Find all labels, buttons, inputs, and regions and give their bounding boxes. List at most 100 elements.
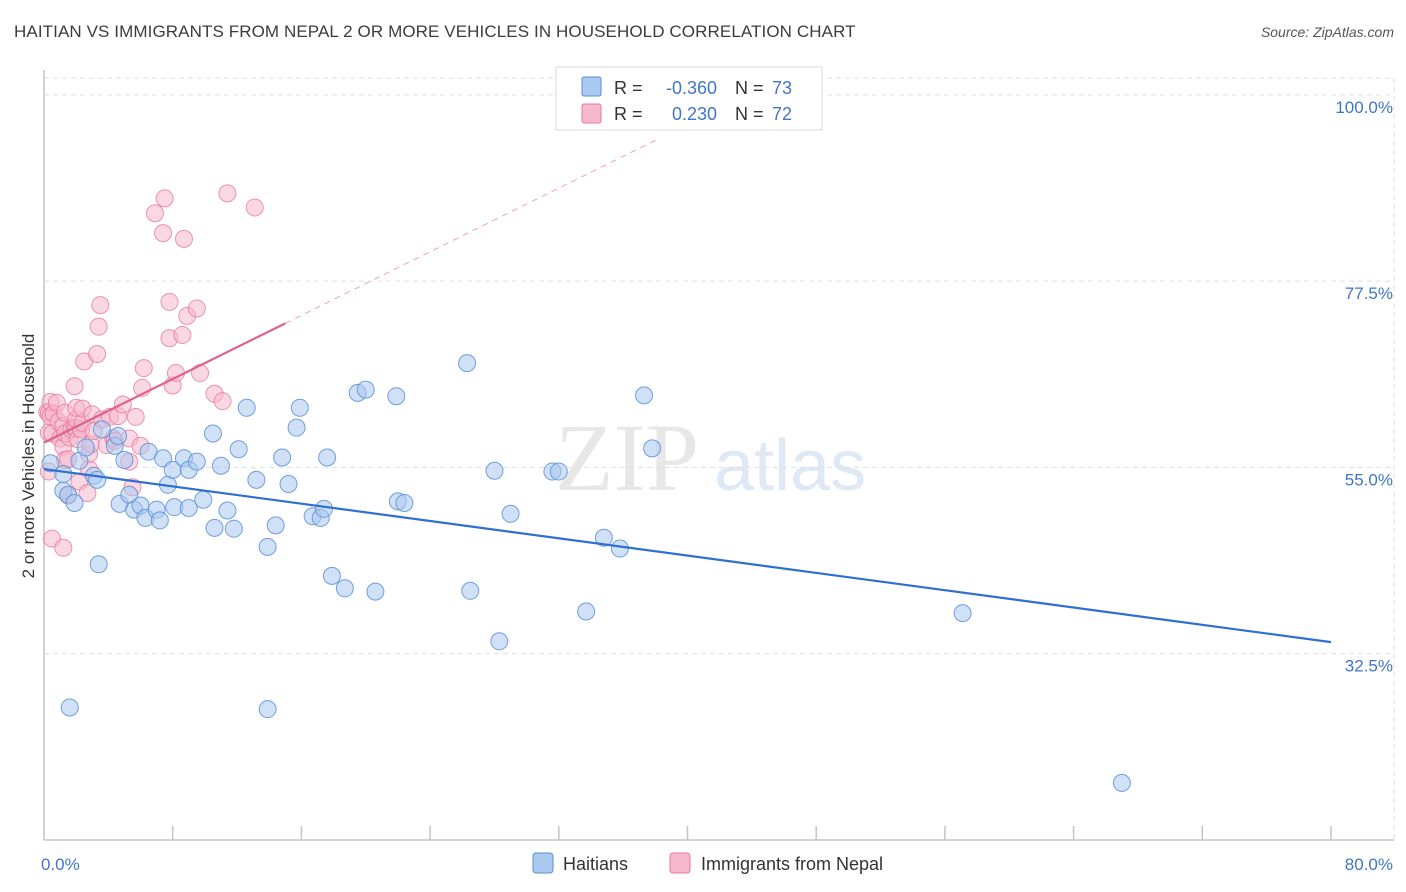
nepal-point bbox=[245, 198, 264, 217]
haitian-point bbox=[461, 581, 480, 600]
nepal-point bbox=[91, 296, 110, 315]
x-tick-label-min: 0.0% bbox=[41, 855, 80, 874]
haitian-point bbox=[1112, 773, 1131, 792]
haitian-point bbox=[150, 511, 169, 530]
haitian-point bbox=[577, 602, 596, 621]
bottom-legend-label-nepal: Immigrants from Nepal bbox=[701, 854, 883, 874]
legend-swatch-blue bbox=[581, 76, 602, 97]
y-tick-label: 77.5% bbox=[1345, 284, 1393, 303]
haitian-point bbox=[115, 450, 134, 469]
haitian-point bbox=[229, 440, 248, 459]
nepal-point bbox=[126, 407, 145, 426]
haitian-point bbox=[89, 555, 108, 574]
haitian-point bbox=[335, 579, 354, 598]
bottom-legend-swatch-nepal bbox=[669, 852, 691, 874]
nepal-point bbox=[154, 224, 173, 243]
haitian-point bbox=[187, 452, 206, 471]
haitian-point bbox=[211, 456, 230, 475]
haitian-point bbox=[279, 474, 298, 493]
nepal-point bbox=[88, 344, 107, 363]
legend-n-label-2: N = bbox=[735, 104, 764, 124]
legend-r-value-1: -0.360 bbox=[666, 78, 717, 98]
haitian-points bbox=[41, 354, 1131, 792]
y-axis-label: 2 or more Vehicles in Household bbox=[19, 334, 38, 579]
x-tick-label-max: 80.0% bbox=[1345, 855, 1393, 874]
legend-r-label-1: R = bbox=[614, 78, 643, 98]
haitian-point bbox=[594, 528, 613, 547]
nepal-point bbox=[191, 364, 210, 383]
bottom-legend-label-haitians: Haitians bbox=[563, 854, 628, 874]
haitian-point bbox=[356, 380, 375, 399]
nepal-point bbox=[65, 377, 84, 396]
bottom-legend-swatch-haitians bbox=[532, 852, 554, 874]
haitian-point bbox=[643, 439, 662, 458]
haitian-point bbox=[65, 494, 84, 513]
nepal-trend-extension bbox=[285, 139, 656, 324]
haitian-point bbox=[194, 490, 213, 509]
haitian-point bbox=[458, 354, 477, 373]
haitian-point bbox=[549, 462, 568, 481]
haitian-point bbox=[224, 519, 243, 538]
nepal-point bbox=[160, 292, 179, 311]
nepal-point bbox=[155, 189, 174, 208]
series-legend: Haitians Immigrants from Nepal bbox=[532, 852, 883, 874]
haitian-point bbox=[179, 498, 198, 517]
haitian-point bbox=[154, 449, 173, 468]
haitian-point bbox=[273, 448, 292, 467]
haitian-point bbox=[287, 418, 306, 437]
haitian-point bbox=[387, 387, 406, 406]
trend-lines bbox=[43, 139, 1332, 644]
haitian-point bbox=[395, 494, 414, 513]
tick-labels: 32.5% 55.0% 77.5% 100.0% 0.0% 80.0% bbox=[41, 98, 1393, 874]
haitian-point bbox=[490, 632, 509, 651]
nepal-point bbox=[166, 364, 185, 383]
haitian-point bbox=[322, 566, 341, 585]
legend-n-value-2: 72 bbox=[772, 104, 792, 124]
haitian-point bbox=[60, 698, 79, 717]
chart-title: HAITIAN VS IMMIGRANTS FROM NEPAL 2 OR MO… bbox=[14, 22, 856, 41]
watermark-atlas: atlas bbox=[714, 426, 866, 506]
haitian-point bbox=[318, 448, 337, 467]
watermark-zip: ZIP bbox=[555, 404, 699, 511]
haitian-point bbox=[610, 539, 629, 558]
stats-legend: R = -0.360 N = 73 R = 0.230 N = 72 bbox=[555, 66, 823, 131]
gridlines bbox=[44, 77, 1395, 840]
legend-r-label-2: R = bbox=[614, 104, 643, 124]
nepal-point bbox=[218, 184, 237, 203]
haitian-point bbox=[258, 700, 277, 719]
legend-r-value-2: 0.230 bbox=[672, 104, 717, 124]
haitian-point bbox=[92, 420, 111, 439]
haitian-point bbox=[635, 386, 654, 405]
haitian-point bbox=[366, 582, 385, 601]
nepal-point bbox=[187, 299, 206, 318]
nepal-point bbox=[174, 229, 193, 248]
haitian-point bbox=[247, 470, 266, 489]
y-tick-label: 100.0% bbox=[1335, 98, 1393, 117]
nepal-point bbox=[54, 538, 73, 557]
legend-n-value-1: 73 bbox=[772, 78, 792, 98]
legend-n-label-1: N = bbox=[735, 78, 764, 98]
haitian-point bbox=[88, 470, 107, 489]
axes bbox=[43, 70, 1394, 841]
nepal-point bbox=[173, 325, 192, 344]
nepal-trend-line bbox=[43, 322, 286, 444]
haitian-point bbox=[203, 424, 222, 443]
haitian-point bbox=[237, 398, 256, 417]
nepal-point bbox=[78, 484, 97, 503]
nepal-points bbox=[38, 184, 264, 557]
haitian-point bbox=[54, 465, 73, 484]
y-tick-label: 55.0% bbox=[1345, 470, 1393, 489]
haitian-point bbox=[205, 518, 224, 537]
haitian-point bbox=[485, 461, 504, 480]
haitian-point bbox=[290, 398, 309, 417]
nepal-point bbox=[213, 392, 232, 411]
nepal-point bbox=[89, 317, 108, 336]
source-credit: Source: ZipAtlas.com bbox=[1260, 24, 1394, 40]
haitian-point bbox=[266, 516, 285, 535]
y-tick-label: 32.5% bbox=[1345, 657, 1393, 676]
haitian-point bbox=[109, 426, 128, 445]
legend-swatch-pink bbox=[581, 103, 602, 124]
haitian-point bbox=[41, 454, 60, 473]
haitian-point bbox=[501, 504, 520, 523]
